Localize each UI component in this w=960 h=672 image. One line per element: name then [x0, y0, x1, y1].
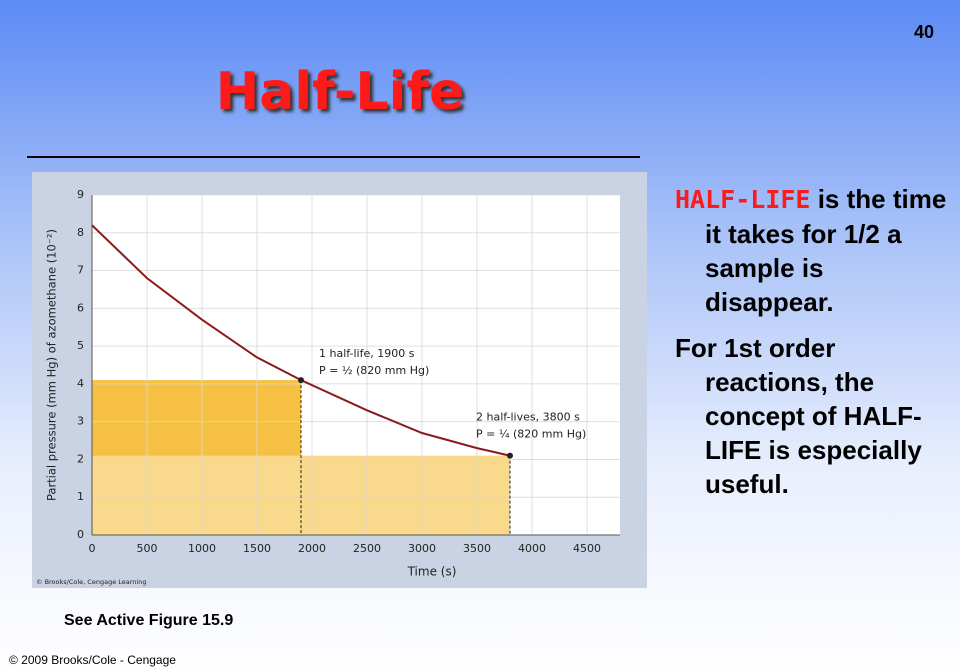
annotation: P = ½ (820 mm Hg): [319, 364, 429, 377]
annotation: 1 half-life, 1900 s: [319, 347, 415, 360]
x-tick-label: 2000: [298, 542, 326, 555]
term: HALF-LIFE: [675, 185, 811, 214]
caption: See Active Figure 15.9: [64, 612, 234, 629]
x-tick-label: 500: [137, 542, 158, 555]
y-tick-label: 8: [77, 226, 84, 239]
annotation: P = ¼ (820 mm Hg): [476, 428, 586, 441]
chart-panel: 0 1 2 3 4 5 6 7 8 9 0 500 1000 1500 2000 2500 3000 3500 40…: [32, 172, 647, 588]
point: [507, 452, 513, 459]
y-tick-label: 3: [77, 415, 84, 428]
bullet-text: is the time it takes for 1/2 a sample is…: [705, 184, 947, 317]
x-tick-label: 3000: [408, 542, 436, 555]
slide-title: Half-Life: [215, 62, 465, 122]
footer: © 2009 Brooks/Cole - Cengage: [9, 653, 176, 667]
y-tick-label: 9: [77, 188, 84, 201]
x-tick-label: 1500: [243, 542, 271, 555]
x-tick-label: 3500: [463, 542, 491, 555]
credit: © Brooks/Cole, Cengage Learning: [36, 578, 146, 586]
bullet: HALF-LIFE is the time it takes for 1/2 a…: [675, 182, 950, 319]
y-tick-label: 7: [77, 264, 84, 277]
bullet-list: HALF-LIFE is the time it takes for 1/2 a…: [675, 182, 950, 513]
annotation: 2 half-lives, 3800 s: [476, 411, 580, 424]
y-tick-label: 5: [77, 339, 84, 352]
x-tick-label: 4500: [573, 542, 601, 555]
x-tick-label: 1000: [188, 542, 216, 555]
point: [298, 377, 304, 384]
x-tick-label: 0: [89, 542, 96, 555]
y-tick-label: 0: [77, 528, 84, 541]
x-tick-label: 4000: [518, 542, 546, 555]
y-tick-label: 4: [77, 377, 84, 390]
y-tick-label: 1: [77, 490, 84, 503]
y-axis-label: Partial pressure (mm Hg) of azomethane (…: [45, 229, 59, 501]
bullet-text: For 1st order reactions, the concept of …: [675, 333, 922, 499]
y-tick-label: 6: [77, 301, 84, 314]
x-tick-label: 2500: [353, 542, 381, 555]
title-rule: [27, 156, 640, 158]
x-axis-label: Time (s): [407, 565, 457, 579]
bullet: For 1st order reactions, the concept of …: [675, 331, 950, 501]
y-tick-label: 2: [77, 452, 84, 465]
page-number: 40: [913, 22, 934, 42]
